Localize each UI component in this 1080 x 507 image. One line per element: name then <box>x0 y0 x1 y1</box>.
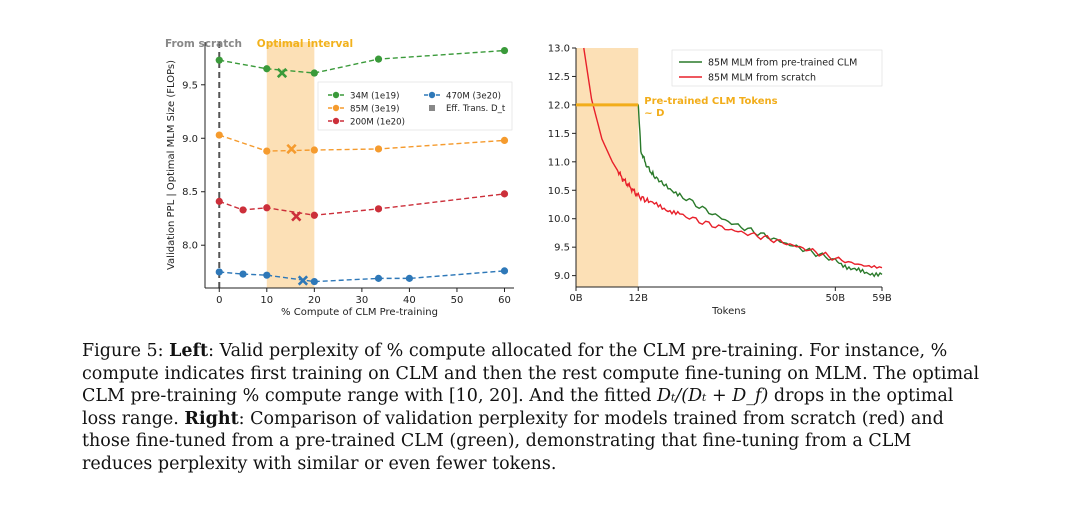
right-series-line <box>583 47 883 269</box>
left-series-point <box>239 206 247 214</box>
left-x-axis-label: % Compute of CLM Pre-training <box>281 307 438 318</box>
left-legend-marker <box>428 91 436 99</box>
right-x-tick-label: 59B <box>872 293 892 304</box>
left-y-tick-label: 8.0 <box>182 241 198 252</box>
right-legend-label: 85M MLM from pre-trained CLM <box>708 58 857 69</box>
left-x-tick-label: 40 <box>403 295 416 306</box>
left-series-point <box>374 55 383 63</box>
left-x-tick-label: 60 <box>498 295 511 306</box>
left-series-point <box>263 204 271 212</box>
optimal-interval-band <box>266 42 315 288</box>
right-y-tick-label: 11.0 <box>548 157 570 168</box>
left-series-point <box>310 211 318 219</box>
left-legend-marker <box>332 117 340 125</box>
right-y-tick-label: 9.5 <box>554 243 570 254</box>
caption-left-head: Left <box>169 341 209 361</box>
left-series-point <box>239 270 247 278</box>
left-y-tick-label: 9.0 <box>182 134 198 145</box>
left-legend-label: 85M (3e19) <box>350 104 399 114</box>
left-chart: Optimal interval From scratch 0 10 20 30 40 50 6… <box>165 38 514 318</box>
eff-trans-marker <box>291 211 302 222</box>
left-series-point <box>215 56 223 64</box>
left-series-point <box>215 268 223 276</box>
pretrain-band <box>576 48 639 287</box>
left-series-point <box>374 274 383 282</box>
right-y-tick-label: 10.0 <box>548 214 570 225</box>
optimal-interval-label: Optimal interval <box>257 38 353 50</box>
eff-trans-marker <box>276 67 288 79</box>
right-chart: 0B 12B 50B 59B 9.0 9.5 10.0 10.5 11.0 11.5 12.0 12.… <box>548 44 892 318</box>
caption-right-head: Right <box>184 408 239 429</box>
left-legend-marker <box>332 104 340 112</box>
caption-part-1: : Valid perplexity of % compute allocate… <box>82 341 980 406</box>
right-y-tick-label: 12.5 <box>548 72 570 83</box>
right-x-axis-label: Tokens <box>711 306 746 317</box>
left-series-point <box>500 136 509 144</box>
right-x-tick-label: 0B <box>569 293 582 304</box>
pretrain-tokens-label: Pre-trained CLM Tokens <box>644 96 777 107</box>
left-x-tick-label: 20 <box>308 295 321 306</box>
right-y-tick-label: 9.0 <box>554 271 570 282</box>
left-series-point <box>263 65 271 73</box>
left-series-point <box>500 267 509 275</box>
left-y-tick-label: 8.5 <box>182 187 198 198</box>
left-series-point <box>374 145 383 153</box>
left-series-point <box>215 197 223 205</box>
caption-formula: Dₜ/(Dₜ + D_f) <box>657 386 769 406</box>
left-series-point <box>215 131 223 139</box>
left-legend-marker <box>332 91 340 99</box>
left-series-point <box>310 146 318 154</box>
left-y-tick-label: 9.5 <box>182 80 198 91</box>
left-series-point <box>500 46 509 55</box>
left-legend-label: 470M (3e20) <box>446 91 501 101</box>
right-y-tick-label: 13.0 <box>548 44 570 55</box>
left-series-point <box>263 271 271 279</box>
left-x-tick-label: 30 <box>356 295 369 306</box>
left-legend-label: 34M (1e19) <box>350 91 399 101</box>
left-x-tick-label: 10 <box>260 295 273 306</box>
caption-part-2: drops in the optimal loss range. <box>82 386 954 429</box>
eff-trans-marker <box>286 143 297 155</box>
left-series-point <box>263 147 271 155</box>
left-series-line <box>219 49 505 74</box>
right-x-tick-label: 50B <box>826 293 846 304</box>
right-legend-box <box>671 49 883 87</box>
pretrain-tokens-sublabel: ~ D <box>644 108 664 119</box>
left-legend-box <box>317 81 513 131</box>
left-series-point <box>405 274 414 282</box>
left-y-axis-label: Validation PPL | Optimal MLM Size (FLOPs… <box>166 60 177 270</box>
left-series-point <box>500 190 509 198</box>
left-series-line <box>219 193 505 216</box>
left-series-point <box>374 205 383 213</box>
right-y-tick-label: 10.5 <box>548 186 570 197</box>
right-legend-label: 85M MLM from scratch <box>708 73 816 84</box>
caption-part-3: : Comparison of validation perplexity fo… <box>82 408 944 474</box>
caption-fig-label: Figure 5: <box>82 341 170 361</box>
left-legend-label: 200M (1e20) <box>350 117 405 127</box>
left-x-tick-label: 50 <box>451 295 464 306</box>
right-x-tick-label: 12B <box>628 293 648 304</box>
eff-trans-marker <box>297 275 309 286</box>
right-series-line <box>637 104 883 278</box>
left-x-tick-label: 0 <box>216 295 222 306</box>
left-series-line <box>219 270 505 283</box>
left-series-point <box>310 277 318 286</box>
left-legend-eff-label: Eff. Trans. D_t <box>446 104 506 114</box>
figure-caption: Figure 5: Left: Valid perplexity of % co… <box>82 340 982 475</box>
left-series-point <box>310 69 318 77</box>
right-y-tick-label: 11.5 <box>548 129 570 140</box>
right-y-tick-label: 12.0 <box>548 100 570 111</box>
left-series-line <box>219 134 505 152</box>
from-scratch-label: From scratch <box>165 38 242 50</box>
left-legend-eff-marker <box>429 105 435 111</box>
